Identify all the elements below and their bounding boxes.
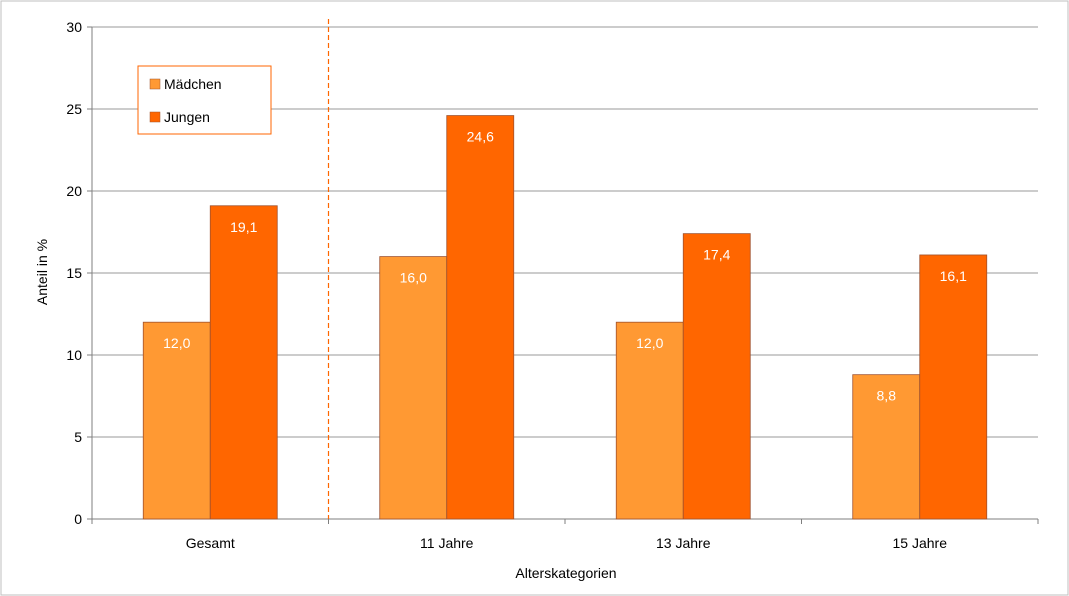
- x-tick-label: 15 Jahre: [893, 535, 948, 551]
- bar-jungen: [446, 115, 515, 520]
- x-tick-label: 11 Jahre: [420, 535, 474, 551]
- data-label-maedchen: 16,0: [400, 270, 427, 286]
- data-label-jungen: 19,1: [230, 219, 257, 235]
- legend-swatch-jungen: [149, 111, 161, 123]
- data-label-jungen: 24,6: [467, 129, 494, 145]
- bar-maedchen: [379, 256, 448, 520]
- y-tick-label: 15: [66, 265, 82, 281]
- bar-jungen: [919, 254, 988, 520]
- y-tick-label: 5: [74, 429, 82, 445]
- y-tick-label: 10: [66, 347, 82, 363]
- x-tick-label: 13 Jahre: [656, 535, 711, 551]
- y-tick-label: 0: [74, 511, 82, 527]
- y-tick-label: 30: [66, 19, 82, 35]
- legend: Mädchen Jungen: [137, 65, 272, 135]
- bar-maedchen: [142, 321, 211, 520]
- data-label-jungen: 17,4: [703, 247, 730, 263]
- data-label-jungen: 16,1: [940, 268, 967, 284]
- bar-maedchen: [615, 321, 684, 520]
- bar-jungen: [682, 233, 751, 520]
- y-tick-label: 25: [66, 101, 82, 117]
- legend-swatch-maedchen: [149, 78, 161, 90]
- x-axis-title: Alterskategorien: [515, 565, 616, 581]
- legend-box: [137, 65, 272, 135]
- data-label-maedchen: 12,0: [163, 335, 190, 351]
- data-label-maedchen: 12,0: [636, 335, 663, 351]
- legend-label-jungen: Jungen: [164, 109, 210, 125]
- legend-label-maedchen: Mädchen: [164, 76, 222, 92]
- x-tick-label: Gesamt: [186, 535, 235, 551]
- bar-jungen: [209, 205, 278, 520]
- y-tick-label: 20: [66, 183, 82, 199]
- data-label-maedchen: 8,8: [877, 388, 897, 404]
- y-axis-title: Anteil in %: [34, 239, 50, 305]
